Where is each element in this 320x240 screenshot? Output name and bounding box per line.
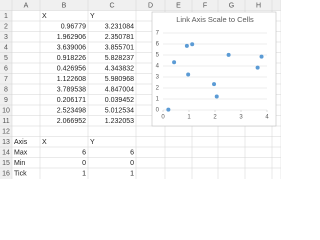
y-tick-label: 2 [156,86,160,92]
row-header[interactable]: 16 [2,171,10,178]
cell[interactable]: 5.980968 [105,76,134,83]
row-header[interactable]: 11 [2,118,9,125]
cell[interactable]: 6 [130,150,134,157]
cell[interactable]: Axis [14,139,28,146]
point [186,72,191,77]
cell[interactable]: 0 [82,160,86,167]
cell[interactable]: 2.350781 [105,34,134,41]
row-header[interactable]: 15 [2,160,10,167]
cell[interactable]: 2.523498 [57,108,86,115]
cell[interactable]: 4.343832 [105,66,134,73]
y-tick-label: 0 [156,108,160,114]
cell[interactable]: 0.426956 [57,66,86,73]
point [214,94,219,99]
cell[interactable]: 5.012534 [105,108,134,115]
cell[interactable]: 3.855701 [105,45,134,52]
cell[interactable]: 1.962906 [57,34,86,41]
cell[interactable]: Tick [14,171,27,178]
point [184,43,189,48]
row-header[interactable]: 13 [2,139,10,146]
spreadsheet-window: A B C D E F G H 1 X Y 2 0.96779 3.231084 3 1.962906 2.35… [0,0,281,179]
y-tick-label: 3 [156,75,160,81]
point [190,42,195,47]
point [226,52,231,57]
chart-title: Link Axis Scale to Cells [176,15,254,24]
cell[interactable]: Max [14,150,28,157]
column-header[interactable]: F [203,3,207,10]
cell[interactable]: 3.231084 [105,24,134,31]
row-header[interactable]: 9 [4,97,8,104]
row-header[interactable]: 2 [4,24,8,31]
cell[interactable]: Y [90,139,95,146]
cell[interactable]: 1.122608 [57,76,86,83]
cell[interactable]: X [42,139,47,146]
column-header[interactable]: H [256,3,261,10]
column-header[interactable]: C [109,3,114,10]
row-header[interactable]: 1 [4,13,8,20]
cell[interactable]: 5.828237 [105,55,134,62]
x-tick-label: 3 [239,115,243,121]
column-header[interactable]: A [24,3,29,10]
row-header[interactable]: 4 [4,45,8,52]
row-header[interactable]: 12 [2,129,10,136]
row-header[interactable]: 3 [4,34,8,41]
point [255,65,260,70]
y-tick-label: 7 [156,31,160,37]
row-header[interactable]: 14 [2,150,10,157]
cell[interactable]: 0.96779 [61,24,86,31]
y-tick-label: 1 [156,97,160,103]
cell[interactable]: 2.066952 [57,118,86,125]
cell[interactable]: 0.206171 [57,97,86,104]
cell[interactable]: Min [14,160,25,167]
point [166,107,171,112]
chart-area[interactable] [151,11,277,127]
row-header-bar [0,0,12,179]
cell[interactable]: 3.789538 [57,87,86,94]
x-tick-label: 0 [161,115,165,121]
row-header[interactable]: 6 [4,66,8,73]
column-header[interactable]: G [229,3,234,10]
y-tick-label: 6 [156,42,160,48]
column-header-bar [0,0,281,11]
cell[interactable]: 1 [82,171,86,178]
x-tick-label: 1 [187,115,191,121]
cell[interactable]: 0.039452 [105,97,134,104]
cell[interactable]: Y [90,13,95,20]
column-header[interactable]: E [176,3,181,10]
x-tick-label: 4 [265,115,269,121]
cell[interactable]: 1 [130,171,134,178]
row-header[interactable]: 8 [4,87,8,94]
point [212,82,217,87]
column-header[interactable]: D [148,3,153,10]
cell[interactable]: 6 [82,150,86,157]
point [172,60,177,65]
point [259,54,264,59]
y-tick-label: 5 [156,53,160,59]
row-header[interactable]: 5 [4,55,8,62]
y-tick-label: 4 [156,64,160,70]
cell[interactable]: 0 [130,160,134,167]
cell[interactable]: 1.232053 [105,118,134,125]
cell[interactable]: 0.918226 [57,55,86,62]
column-header[interactable]: B [62,3,67,10]
row-header[interactable]: 10 [2,108,10,115]
cell[interactable]: 4.847004 [105,87,134,94]
x-tick-label: 2 [213,115,217,121]
row-header[interactable]: 7 [4,76,8,83]
cell[interactable]: 3.639006 [57,45,86,52]
cell[interactable]: X [42,13,47,20]
